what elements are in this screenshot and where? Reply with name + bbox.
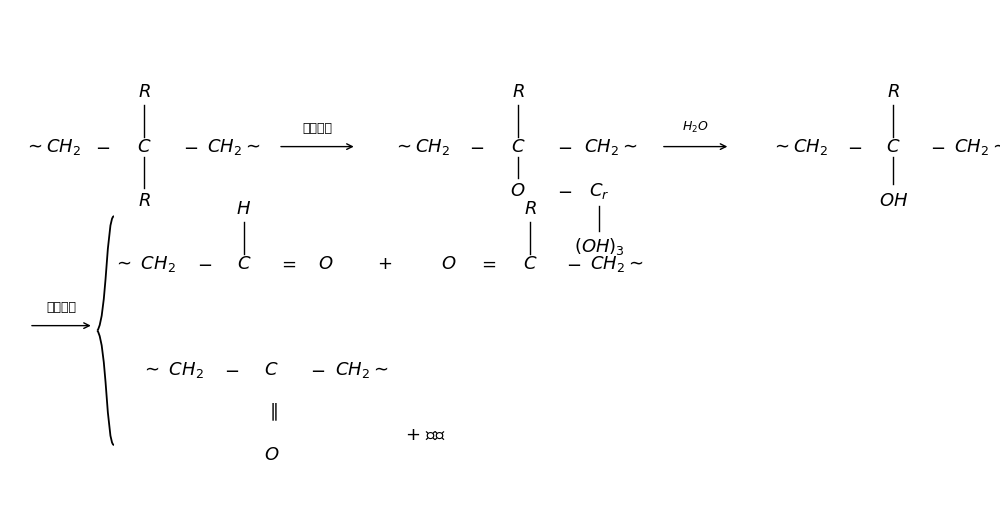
Text: $-$: $-$ — [847, 138, 862, 156]
Text: $\mathit{R}$: $\mathit{R}$ — [524, 200, 536, 218]
Text: $\mathit{CH_2\sim}$: $\mathit{CH_2\sim}$ — [207, 137, 261, 156]
Text: $\mathit{\sim CH_2}$: $\mathit{\sim CH_2}$ — [24, 137, 81, 156]
Text: 三氧化铬: 三氧化铬 — [46, 301, 76, 314]
Text: $-$: $-$ — [557, 138, 572, 156]
Text: $\mathit{C_r}$: $\mathit{C_r}$ — [589, 181, 609, 201]
Text: $+$: $+$ — [377, 255, 392, 273]
Text: $\mathit{CH_2\sim}$: $\mathit{CH_2\sim}$ — [584, 137, 637, 156]
Text: $\mathit{O}$: $\mathit{O}$ — [264, 446, 279, 464]
Text: $\mathit{R}$: $\mathit{R}$ — [887, 83, 900, 101]
Text: $\mathit{C}$: $\mathit{C}$ — [886, 138, 901, 156]
Text: $\mathit{R}$: $\mathit{R}$ — [512, 83, 524, 101]
Text: $\mathit{O}$: $\mathit{O}$ — [510, 182, 526, 200]
Text: $\mathit{CH_2\sim}$: $\mathit{CH_2\sim}$ — [954, 137, 1000, 156]
Text: $\mathit{R}$: $\mathit{R}$ — [138, 192, 151, 211]
Text: $H_2O$: $H_2O$ — [682, 120, 709, 135]
Text: $\mathit{(OH)_3}$: $\mathit{(OH)_3}$ — [574, 236, 625, 256]
Text: $-$: $-$ — [197, 255, 212, 273]
Text: $\mathit{CH_2\sim}$: $\mathit{CH_2\sim}$ — [335, 360, 388, 380]
Text: $\mathit{\sim CH_2}$: $\mathit{\sim CH_2}$ — [771, 137, 828, 156]
Text: $-$: $-$ — [95, 138, 110, 156]
Text: $-$: $-$ — [224, 361, 240, 379]
Text: $\mathit{H}$: $\mathit{H}$ — [236, 200, 252, 218]
Text: $-$: $-$ — [930, 138, 945, 156]
Text: $\mathit{C}$: $\mathit{C}$ — [264, 361, 279, 379]
Text: $\mathit{C}$: $\mathit{C}$ — [137, 138, 152, 156]
Text: $-$: $-$ — [557, 182, 572, 200]
Text: $\mathit{O}$: $\mathit{O}$ — [441, 255, 457, 273]
Text: $\mathit{C}$: $\mathit{C}$ — [523, 255, 537, 273]
Text: $\mathit{\parallel}$: $\mathit{\parallel}$ — [266, 401, 278, 423]
Text: $\mathit{OH}$: $\mathit{OH}$ — [879, 192, 908, 211]
Text: $=$: $=$ — [478, 255, 497, 273]
Text: $-$: $-$ — [183, 138, 198, 156]
Text: $\mathit{C}$: $\mathit{C}$ — [237, 255, 251, 273]
Text: $\mathit{\sim CH_2}$: $\mathit{\sim CH_2}$ — [393, 137, 450, 156]
Text: $\mathit{\sim\ CH_2}$: $\mathit{\sim\ CH_2}$ — [113, 254, 176, 274]
Text: $=$: $=$ — [278, 255, 297, 273]
Text: $+\ \mathit{其他}$: $+\ \mathit{其他}$ — [405, 426, 446, 444]
Text: $\mathit{O}$: $\mathit{O}$ — [318, 255, 334, 273]
Text: $-$: $-$ — [566, 255, 581, 273]
Text: $-$: $-$ — [469, 138, 484, 156]
Text: $\mathit{CH_2\sim}$: $\mathit{CH_2\sim}$ — [590, 254, 643, 274]
Text: $\mathit{C}$: $\mathit{C}$ — [511, 138, 525, 156]
Text: $\mathit{R}$: $\mathit{R}$ — [138, 83, 151, 101]
Text: $-$: $-$ — [310, 361, 325, 379]
Text: $\mathit{\sim\ CH_2}$: $\mathit{\sim\ CH_2}$ — [141, 360, 203, 380]
Text: 三氧化铬: 三氧化铬 — [302, 122, 332, 135]
